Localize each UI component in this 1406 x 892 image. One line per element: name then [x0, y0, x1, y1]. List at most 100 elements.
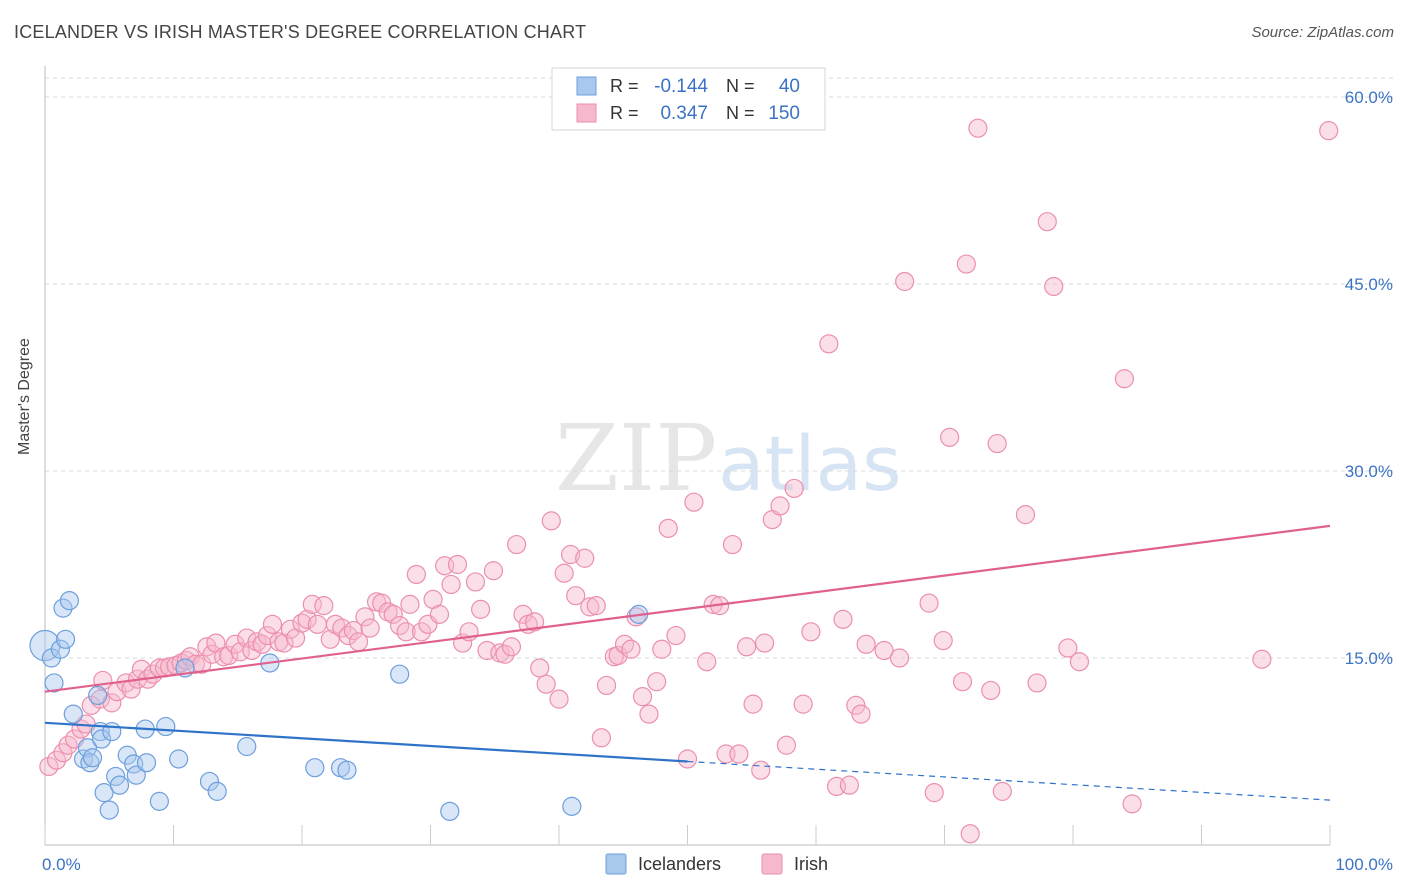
irish-point [465, 572, 486, 592]
icelander-point [99, 800, 119, 820]
irish-point [400, 594, 420, 614]
irish-point [784, 478, 804, 499]
irish-point [1069, 652, 1090, 672]
irish-point [833, 609, 853, 629]
irish-point [575, 548, 595, 568]
icelander-point [237, 736, 257, 757]
irish-point [952, 672, 973, 692]
irish-point [580, 597, 600, 617]
icelander-point [305, 758, 325, 778]
irish-point [355, 607, 375, 627]
irish-point [968, 118, 988, 138]
irish-point [536, 674, 556, 694]
irish-point [956, 254, 976, 274]
legend-n-value: 150 [768, 103, 800, 124]
irish-point [202, 644, 222, 664]
irish-point [677, 749, 698, 769]
irish-point [819, 334, 839, 354]
grid-lines [45, 77, 1395, 659]
irish-trend-line [44, 524, 1331, 693]
y-tick-label: 45.0% [1345, 275, 1393, 294]
watermark-atlas: atlas [718, 419, 902, 508]
icelander-point [94, 783, 114, 803]
irish-point [647, 672, 667, 692]
legend-n-value: 40 [779, 76, 800, 97]
icelander-point [207, 781, 227, 801]
icelander-point [63, 704, 83, 724]
irish-point [554, 563, 574, 583]
icelander-point [199, 771, 220, 792]
irish-point [297, 609, 317, 629]
irish-point [1122, 794, 1142, 814]
legend-r-label: R = [610, 76, 639, 96]
irish-point [754, 633, 775, 653]
irish-point [697, 652, 717, 672]
irish-point [39, 756, 59, 777]
series-legend-label: Irish [794, 854, 828, 874]
irish-point [396, 622, 416, 642]
irish-point [614, 634, 635, 654]
tick-labels: 15.0% 30.0% 45.0% 60.0% 0.0% 100.0% [42, 88, 1393, 874]
irish-point [1114, 369, 1135, 389]
irish-point [1058, 638, 1078, 658]
icelander-point [77, 738, 98, 758]
irish-point [895, 271, 915, 292]
irish-point [801, 622, 821, 642]
trend-lines [44, 524, 1331, 801]
legend-n-label: N = [726, 76, 755, 96]
irish-point [549, 689, 569, 709]
series-legend: Icelanders Irish [605, 853, 828, 875]
icelander-point [44, 673, 64, 693]
icelander-point [109, 775, 130, 795]
irish-point [770, 496, 790, 516]
stats-legend: R = -0.144 N = 40 R = 0.347 N = 150 [551, 67, 826, 131]
irish-point [737, 637, 757, 657]
irish-point [1015, 505, 1036, 525]
irish-point [856, 634, 876, 654]
irish-point [513, 604, 533, 624]
irish-point [530, 658, 550, 678]
icelander-point [126, 765, 146, 785]
irish-point [383, 604, 403, 624]
irish-point [560, 544, 581, 565]
irish-point [292, 613, 312, 633]
icelander-point [91, 729, 112, 749]
y-tick-label: 30.0% [1345, 462, 1393, 481]
legend-r-label: R = [610, 103, 639, 123]
irish-point [307, 614, 328, 634]
irish-point [483, 561, 504, 581]
irish-point [257, 625, 277, 646]
irish-point [1027, 673, 1047, 693]
irish-point [639, 704, 659, 724]
irish-point [919, 593, 939, 613]
y-tick-label: 60.0% [1345, 88, 1393, 107]
irish-point [981, 680, 1001, 701]
icelander-point [390, 664, 410, 684]
irish-point [320, 629, 340, 649]
icelander-point [50, 639, 71, 659]
icelander-point [59, 591, 80, 611]
irish-point [262, 614, 283, 634]
irish-point [751, 760, 771, 780]
irish-point [924, 783, 944, 803]
legend-swatch [576, 103, 597, 123]
irish-point [658, 518, 678, 538]
x-tick-label: 0.0% [42, 855, 81, 874]
irish-point [1037, 212, 1057, 232]
legend-r-value: -0.144 [654, 76, 708, 97]
irish-point [1319, 121, 1339, 141]
icelander-point [53, 598, 73, 618]
icelander-point [102, 721, 122, 742]
irish-point [1044, 276, 1064, 297]
legend-n-label: N = [726, 103, 755, 123]
irish-point [940, 427, 960, 447]
irish-point [360, 618, 380, 638]
irish-point [506, 534, 527, 555]
icelander-point [156, 716, 176, 737]
axes [44, 66, 1331, 846]
legend-r-value: 0.347 [660, 103, 708, 124]
irish-point [332, 618, 352, 638]
irish-point [596, 675, 617, 696]
irish-point [793, 694, 813, 714]
irish-point [652, 639, 672, 659]
